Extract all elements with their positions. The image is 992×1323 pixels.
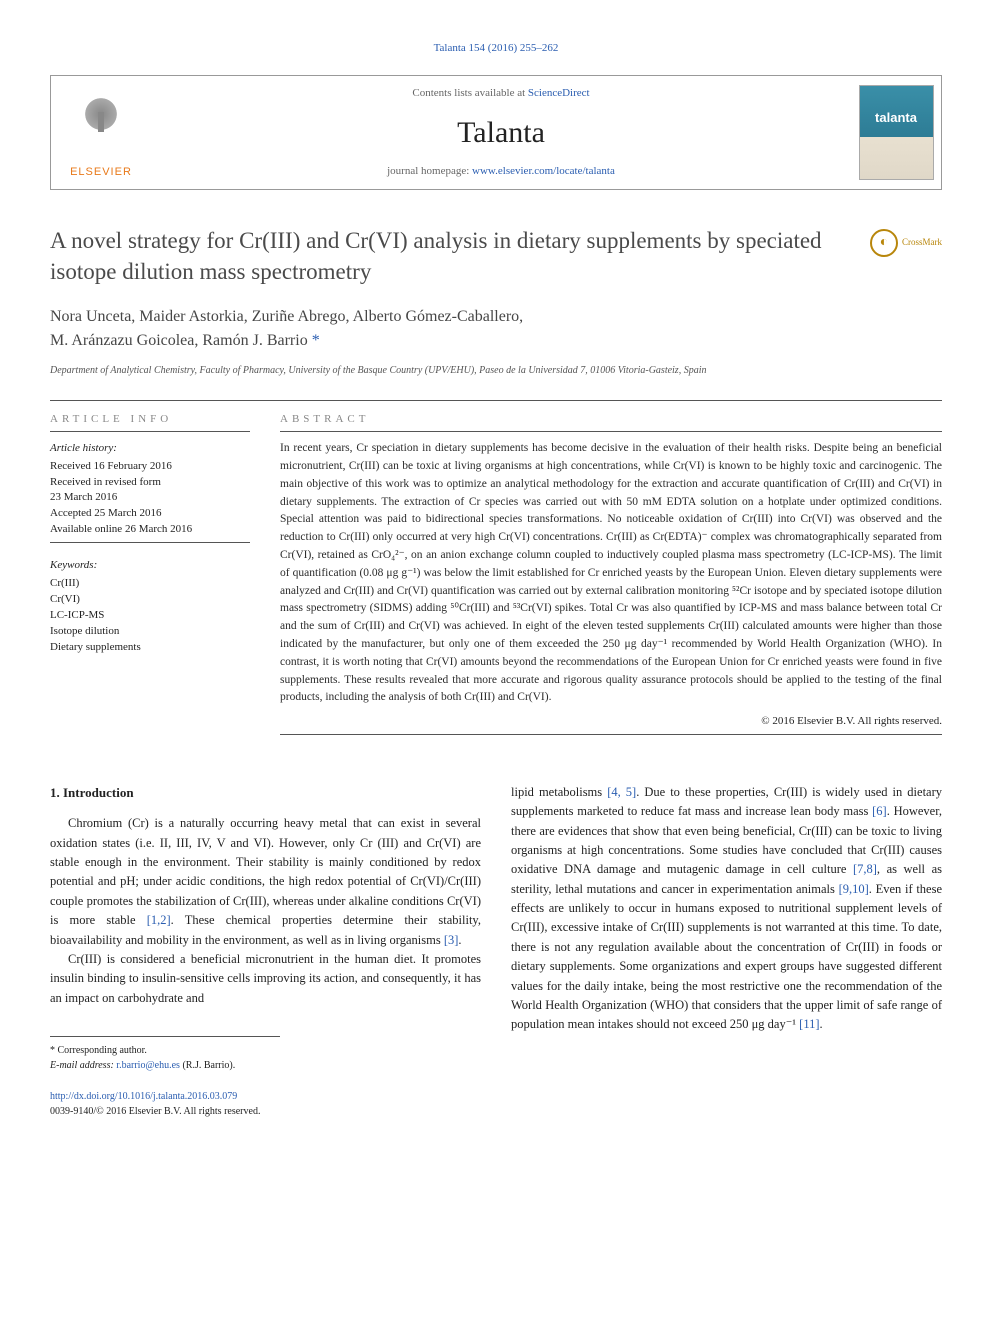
text-run: . bbox=[458, 933, 461, 947]
authors-block: Nora Unceta, Maider Astorkia, Zuriñe Abr… bbox=[50, 305, 942, 353]
ref-link-1-2[interactable]: [1,2] bbox=[147, 913, 171, 927]
ref-link-7-8[interactable]: [7,8] bbox=[853, 862, 877, 876]
copyright-line: © 2016 Elsevier B.V. All rights reserved… bbox=[280, 713, 942, 730]
abstract-divider-bottom bbox=[280, 734, 942, 735]
article-info-header: ARTICLE INFO bbox=[50, 411, 250, 428]
footnote-corresponding: * Corresponding author. bbox=[50, 1043, 280, 1058]
article-info-column: ARTICLE INFO Article history: Received 1… bbox=[50, 411, 250, 743]
homepage-link[interactable]: www.elsevier.com/locate/talanta bbox=[472, 165, 615, 177]
crossmark-badge[interactable]: ◐ CrossMark bbox=[870, 229, 942, 257]
doi-link[interactable]: http://dx.doi.org/10.1016/j.talanta.2016… bbox=[50, 1091, 237, 1102]
elsevier-tree-icon bbox=[76, 84, 126, 134]
right-column: lipid metabolisms [4, 5]. Due to these p… bbox=[511, 783, 942, 1119]
keyword-item: LC-ICP-MS bbox=[50, 608, 250, 624]
bottom-info: http://dx.doi.org/10.1016/j.talanta.2016… bbox=[50, 1089, 481, 1119]
cover-block bbox=[851, 76, 941, 189]
section-1-title: 1. Introduction bbox=[50, 783, 481, 803]
text-run: lipid metabolisms bbox=[511, 785, 607, 799]
email-link[interactable]: r.barrio@ehu.es bbox=[116, 1060, 180, 1071]
ref-link-6[interactable]: [6] bbox=[872, 804, 887, 818]
keyword-item: Cr(III) bbox=[50, 576, 250, 592]
keyword-item: Isotope dilution bbox=[50, 624, 250, 640]
history-item: Received 16 February 2016 bbox=[50, 459, 250, 475]
intro-paragraph-continued: lipid metabolisms [4, 5]. Due to these p… bbox=[511, 783, 942, 1035]
affiliation: Department of Analytical Chemistry, Facu… bbox=[50, 363, 942, 378]
authors-line-1: Nora Unceta, Maider Astorkia, Zuriñe Abr… bbox=[50, 308, 523, 325]
footnote-email-line: E-mail address: r.barrio@ehu.es (R.J. Ba… bbox=[50, 1058, 280, 1073]
page-container: Talanta 154 (2016) 255–262 ELSEVIER Cont… bbox=[0, 0, 992, 1159]
header-center: Contents lists available at ScienceDirec… bbox=[151, 76, 851, 189]
journal-cover-icon bbox=[859, 85, 934, 180]
abstract-text: In recent years, Cr speciation in dietar… bbox=[280, 440, 942, 707]
intro-paragraph-2: Cr(III) is considered a beneficial micro… bbox=[50, 950, 481, 1008]
authors-line-2: M. Aránzazu Goicolea, Ramón J. Barrio bbox=[50, 332, 308, 349]
history-item: 23 March 2016 bbox=[50, 490, 250, 506]
abstract-column: ABSTRACT In recent years, Cr speciation … bbox=[280, 411, 942, 743]
text-run: . bbox=[820, 1017, 823, 1031]
ref-link-11[interactable]: [11] bbox=[799, 1017, 819, 1031]
ref-link-4-5[interactable]: [4, 5] bbox=[607, 785, 636, 799]
homepage-prefix: journal homepage: bbox=[387, 165, 472, 177]
crossmark-label: CrossMark bbox=[902, 236, 942, 250]
info-abstract-row: ARTICLE INFO Article history: Received 1… bbox=[50, 411, 942, 743]
history-heading: Article history: bbox=[50, 440, 250, 457]
history-item: Available online 26 March 2016 bbox=[50, 522, 250, 538]
history-item: Received in revised form bbox=[50, 475, 250, 491]
publisher-name: ELSEVIER bbox=[70, 164, 132, 181]
info-divider bbox=[50, 431, 250, 432]
publisher-block: ELSEVIER bbox=[51, 76, 151, 189]
keywords-heading: Keywords: bbox=[50, 557, 250, 574]
keyword-item: Cr(VI) bbox=[50, 592, 250, 608]
crossmark-icon: ◐ bbox=[870, 229, 898, 257]
homepage-line: journal homepage: www.elsevier.com/locat… bbox=[387, 163, 615, 180]
ref-link-9-10[interactable]: [9,10] bbox=[839, 882, 869, 896]
contents-prefix: Contents lists available at bbox=[412, 87, 527, 99]
title-row: A novel strategy for Cr(III) and Cr(VI) … bbox=[50, 225, 942, 305]
abstract-header: ABSTRACT bbox=[280, 411, 942, 428]
contents-line: Contents lists available at ScienceDirec… bbox=[412, 85, 589, 102]
corresponding-mark: * bbox=[308, 332, 320, 349]
ref-link-3[interactable]: [3] bbox=[444, 933, 459, 947]
intro-paragraph-1: Chromium (Cr) is a naturally occurring h… bbox=[50, 814, 481, 950]
divider-top bbox=[50, 400, 942, 401]
text-run: . Even if these effects are unlikely to … bbox=[511, 882, 942, 1032]
history-item: Accepted 25 March 2016 bbox=[50, 506, 250, 522]
citation-line: Talanta 154 (2016) 255–262 bbox=[50, 40, 942, 57]
citation-link[interactable]: Talanta 154 (2016) 255–262 bbox=[434, 42, 559, 54]
sciencedirect-link[interactable]: ScienceDirect bbox=[528, 87, 590, 99]
email-label: E-mail address: bbox=[50, 1060, 116, 1071]
body-columns: 1. Introduction Chromium (Cr) is a natur… bbox=[50, 783, 942, 1119]
journal-name: Talanta bbox=[457, 110, 545, 155]
journal-header: ELSEVIER Contents lists available at Sci… bbox=[50, 75, 942, 190]
article-title: A novel strategy for Cr(III) and Cr(VI) … bbox=[50, 225, 858, 287]
keyword-item: Dietary supplements bbox=[50, 640, 250, 656]
issn-copyright: 0039-9140/© 2016 Elsevier B.V. All right… bbox=[50, 1104, 481, 1119]
email-suffix: (R.J. Barrio). bbox=[180, 1060, 235, 1071]
abstract-divider bbox=[280, 431, 942, 432]
info-divider-2 bbox=[50, 542, 250, 543]
text-run: Chromium (Cr) is a naturally occurring h… bbox=[50, 816, 481, 927]
left-column: 1. Introduction Chromium (Cr) is a natur… bbox=[50, 783, 481, 1119]
footnote-block: * Corresponding author. E-mail address: … bbox=[50, 1036, 280, 1073]
